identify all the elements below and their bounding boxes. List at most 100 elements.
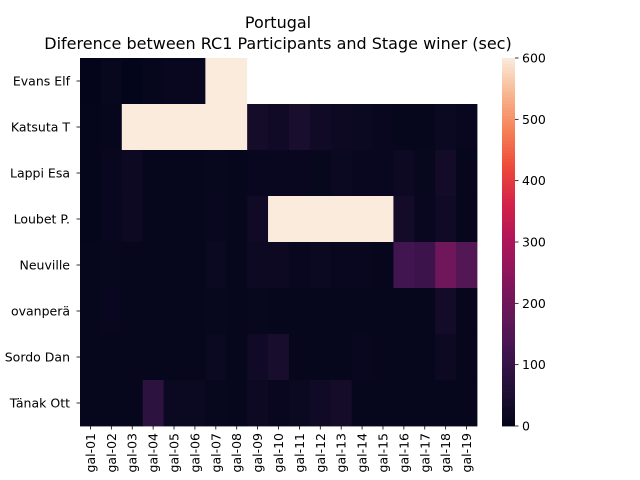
- chart-subtitle: Diference between RC1 Participants and S…: [44, 34, 511, 53]
- heatmap-cell: [288, 58, 311, 105]
- colorbar-segment: [502, 413, 515, 418]
- heatmap-cell: [205, 242, 227, 289]
- x-tick-label: gal-16: [396, 433, 411, 473]
- colorbar-segment: [502, 214, 515, 218]
- heatmap-cell: [163, 104, 185, 151]
- colorbar-segment: [502, 404, 515, 408]
- colorbar-segment: [502, 260, 515, 264]
- colorbar-segment: [502, 410, 515, 415]
- colorbar-segment: [502, 134, 515, 139]
- heatmap-cell: [100, 150, 123, 197]
- colorbar-segment: [502, 67, 515, 71]
- heatmap-cell: [351, 380, 373, 427]
- colorbar-segment: [502, 73, 515, 77]
- heatmap-cell: [80, 380, 102, 427]
- heatmap-cell: [247, 334, 269, 381]
- heatmap-cell: [435, 380, 457, 427]
- heatmap-cell: [268, 196, 290, 243]
- x-tick-label: gal-04: [146, 433, 161, 473]
- heatmap-cell: [414, 150, 436, 197]
- heatmap-cell: [393, 58, 415, 105]
- heatmap-cell: [163, 150, 185, 197]
- heatmap-cell: [80, 150, 102, 197]
- heatmap-cell: [393, 196, 415, 243]
- heatmap-cell: [393, 150, 415, 197]
- colorbar-segment: [502, 79, 515, 83]
- colorbar-segment: [502, 272, 515, 277]
- heatmap-cell: [330, 380, 353, 427]
- heatmap-cell: [205, 150, 227, 197]
- colorbar-segment: [502, 306, 515, 310]
- x-tick-label: gal-05: [167, 433, 182, 472]
- heatmap-cell: [393, 334, 415, 381]
- heatmap-cell: [456, 288, 478, 335]
- heatmap-cell: [205, 380, 227, 427]
- y-tick-label: ovanperä: [11, 304, 70, 319]
- colorbar-segment: [502, 168, 515, 172]
- colorbar-segment: [502, 312, 515, 316]
- heatmap-cell: [80, 242, 102, 289]
- colorbar-segment: [502, 395, 515, 399]
- colorbar-segment: [502, 217, 515, 221]
- colorbar-segment: [502, 297, 515, 301]
- colorbar-segment: [502, 254, 515, 258]
- heatmap-cell: [372, 196, 394, 243]
- colorbar: 0 100 200 300 400 500 600: [502, 51, 546, 434]
- colorbar-segment: [502, 137, 515, 142]
- colorbar-segment: [502, 76, 515, 80]
- heatmap-cell: [330, 58, 353, 105]
- x-tick-label: gal-12: [313, 433, 328, 472]
- x-tick-label: gal-14: [355, 433, 370, 473]
- colorbar-segment: [502, 324, 515, 329]
- colorbar-segment: [502, 235, 515, 240]
- colorbar-segment: [502, 355, 515, 359]
- colorbar-segment: [502, 383, 515, 387]
- colorbar-segment: [502, 88, 515, 93]
- x-tick-labels: gal-01 gal-02 gal-03 gal-04 gal-05 gal-06 gal-…: [83, 426, 474, 472]
- x-tick-label: gal-06: [187, 433, 202, 473]
- heatmap-cell: [268, 58, 290, 105]
- colorbar-segment: [502, 186, 515, 191]
- y-tick-label: Tänak Ott: [9, 396, 70, 411]
- heatmap-cell: [372, 150, 394, 197]
- heatmap-cell: [184, 196, 206, 243]
- heatmap-cell: [142, 196, 164, 243]
- colorbar-segment: [502, 278, 515, 283]
- chart-title: Portugal: [245, 13, 311, 32]
- y-tick-label: Sordo Dan: [5, 350, 70, 365]
- heatmap-cell: [414, 196, 436, 243]
- colorbar-segment: [502, 113, 515, 117]
- heatmap-cell: [288, 334, 311, 381]
- heatmap-cell: [163, 380, 185, 427]
- colorbar-segment: [502, 183, 515, 188]
- colorbar-segment: [502, 174, 515, 178]
- heatmap-cell: [142, 58, 164, 105]
- heatmap-cell: [414, 104, 436, 151]
- heatmap-cell: [393, 104, 415, 151]
- colorbar-segment: [502, 303, 515, 307]
- colorbar-segment: [502, 162, 515, 166]
- x-tick-label: gal-10: [271, 433, 286, 473]
- heatmap-cell: [435, 196, 457, 243]
- y-tick-labels: Evans Elf Katsuta T Lappi Esa Loubet P. Neuv…: [5, 74, 80, 411]
- colorbar-segment: [502, 64, 515, 68]
- colorbar-tick-label: 500: [522, 112, 546, 127]
- heatmap-cell: [456, 334, 478, 381]
- heatmap-cell: [351, 196, 373, 243]
- y-tick-label: Evans Elf: [13, 74, 71, 89]
- x-tick-label: gal-01: [83, 433, 98, 472]
- colorbar-segment: [502, 373, 515, 378]
- heatmap-cell: [372, 104, 394, 151]
- colorbar-segment: [502, 119, 515, 123]
- heatmap-cell: [142, 104, 164, 151]
- heatmap-cell: [414, 380, 436, 427]
- colorbar-tick-label: 100: [522, 357, 546, 372]
- colorbar-segment: [502, 318, 515, 323]
- y-tick-label: Loubet P.: [14, 212, 70, 227]
- colorbar-segment: [502, 150, 515, 154]
- colorbar-segment: [502, 330, 515, 335]
- heatmap-cell: [100, 334, 123, 381]
- heatmap-cell: [309, 288, 332, 335]
- heatmap-cell: [330, 288, 353, 335]
